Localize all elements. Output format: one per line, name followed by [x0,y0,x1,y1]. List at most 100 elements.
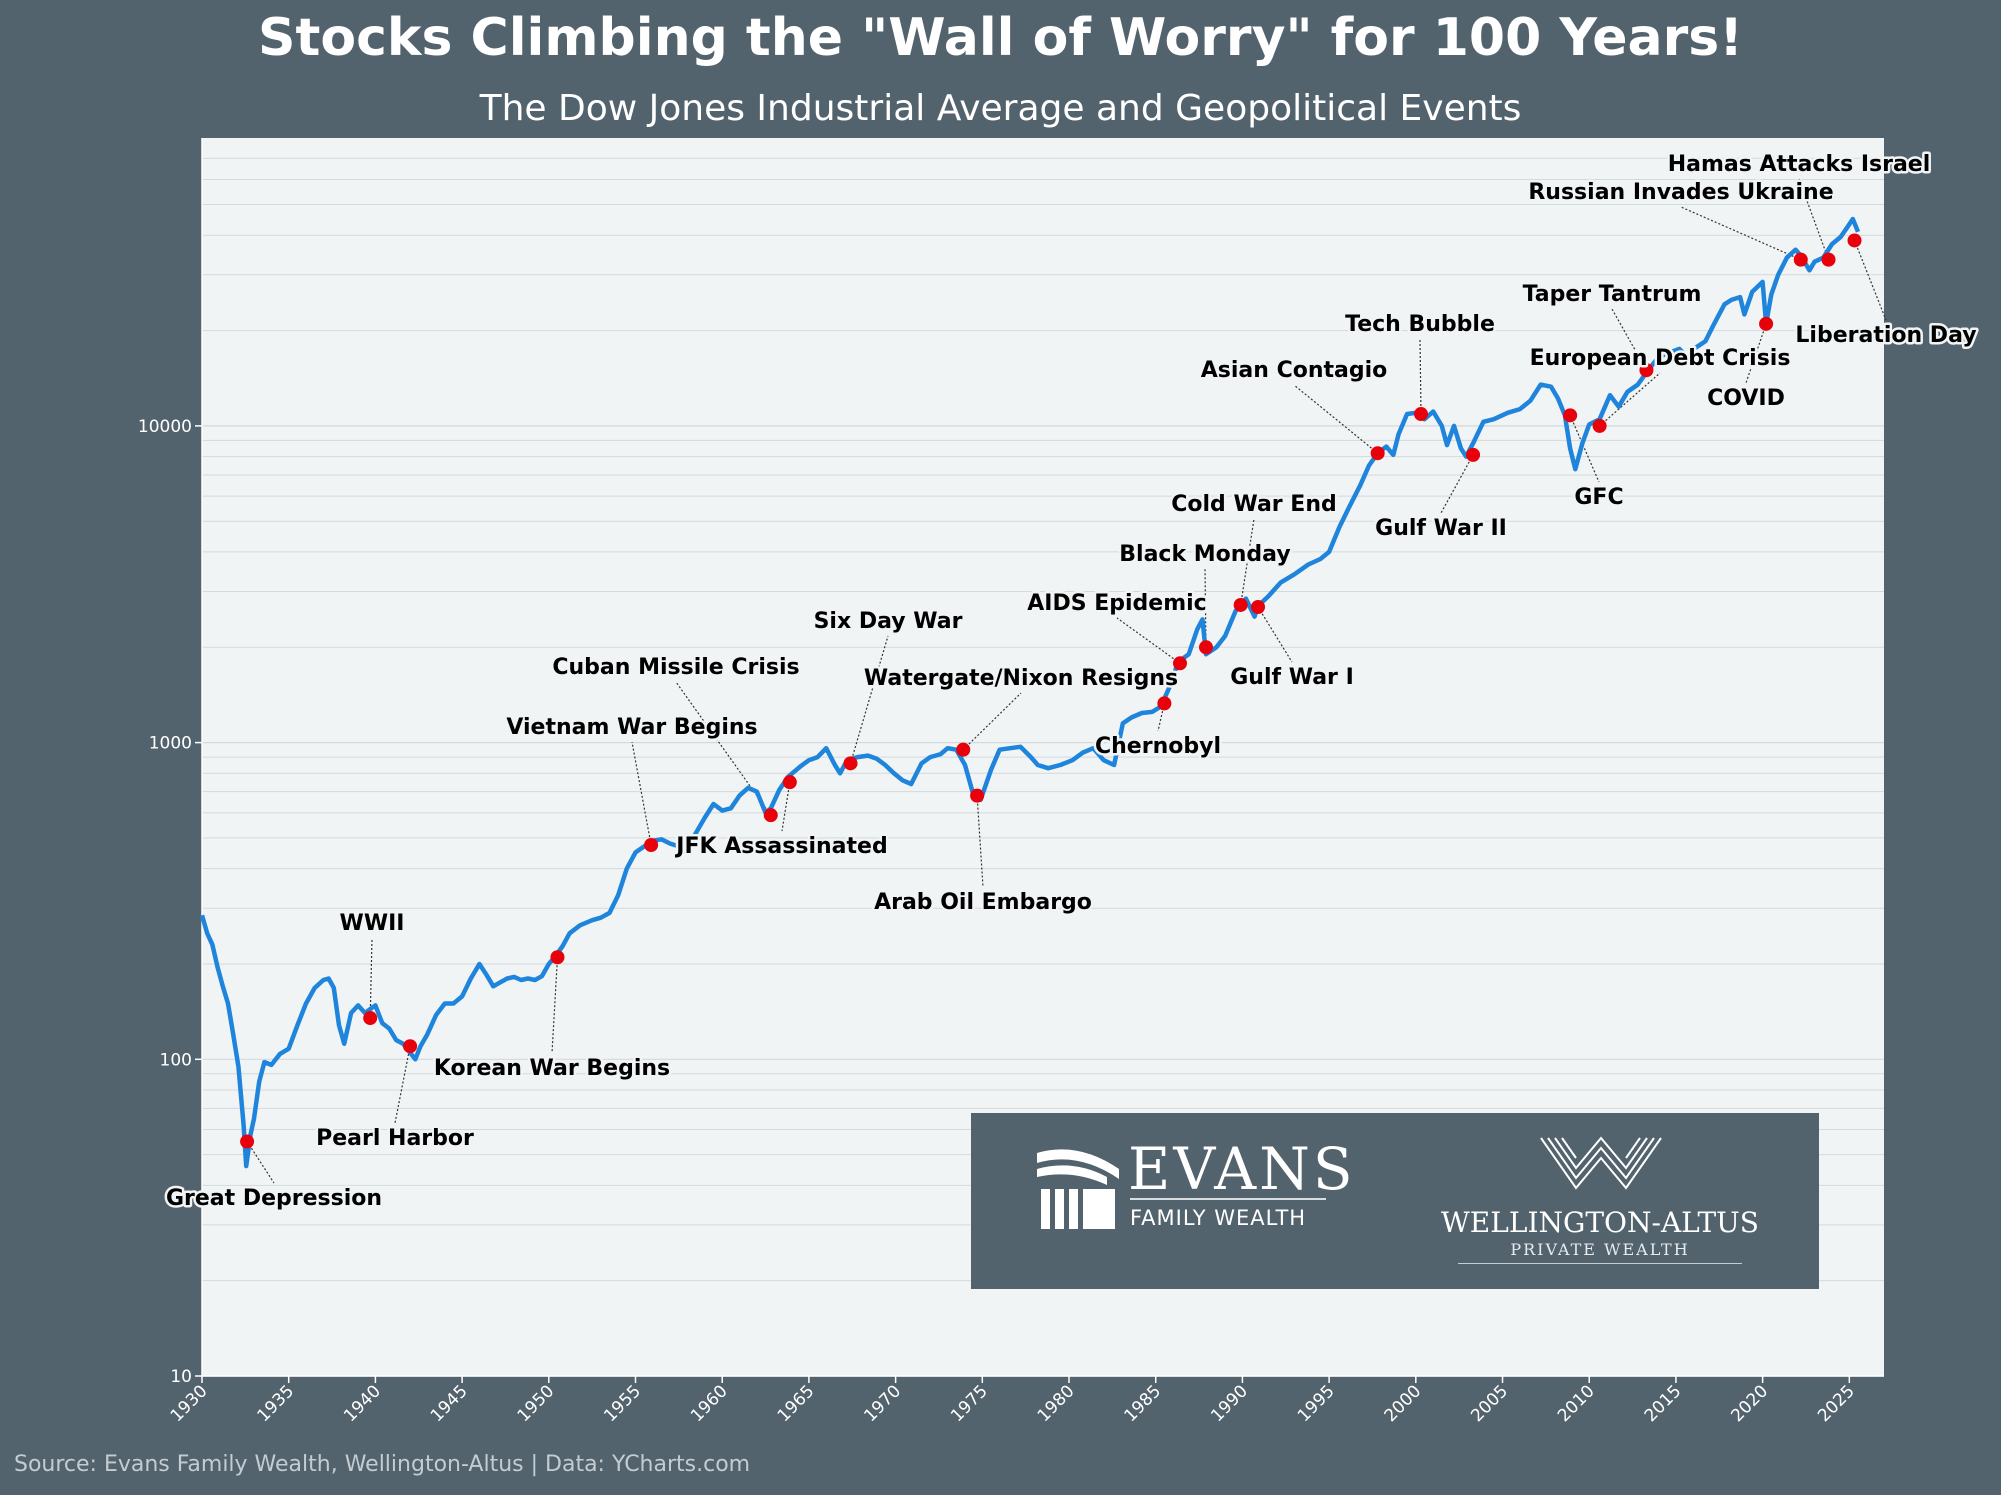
x-tick-label: 1980 [1034,1381,1079,1426]
event-marker [1592,418,1607,433]
event-marker [1759,316,1774,331]
event-label: JFK Assassinated [674,834,887,859]
event-label: Six Day War [814,609,963,634]
event-marker [1847,233,1862,248]
y-tick-label: 1000 [149,734,192,754]
event-marker [1639,363,1654,378]
event-leader-line [976,795,984,888]
wellington-logo-name: WELLINGTON-ALTUS [1441,1206,1759,1239]
event-marker [1251,600,1266,615]
x-tick-label: 1945 [427,1381,472,1426]
event-marker [363,1011,378,1026]
evans-logo-divider [1130,1198,1326,1200]
event-leader-line [1257,606,1293,663]
x-tick-label: 1935 [254,1381,299,1426]
event-leader-line [1599,372,1661,427]
event-leader-line [246,1141,275,1184]
wellington-logo-divider [1458,1263,1742,1264]
source-note: Source: Evans Family Wealth, Wellington-… [14,1452,751,1477]
event-marker [1793,252,1808,267]
evans-logo-name: EVANS [1128,1135,1356,1203]
leader-lines [246,178,1887,1184]
event-marker [1157,696,1172,711]
event-leader-line [1419,338,1422,415]
x-tick-label: 1940 [340,1381,385,1426]
x-tick-label: 2025 [1814,1381,1859,1426]
event-label: Black Monday [1119,542,1290,567]
event-label: Tech Bubble [1345,312,1495,337]
chevron-crest-logo-icon [1540,1136,1662,1190]
event-leader-line [394,1046,411,1124]
event-label: Chernobyl [1095,734,1221,759]
sponsor-logos [971,1113,1819,1289]
event-marker [403,1039,418,1054]
event-leader-line [1240,518,1255,606]
event-leader-line [1440,454,1474,514]
event-marker [1821,252,1836,267]
event-marker [956,742,971,757]
grid-lines [202,157,1884,1377]
event-marker [1414,407,1429,422]
y-tick-label: 10 [170,1367,192,1387]
chart-title: Stocks Climbing the "Wall of Worry" for … [258,8,1743,68]
event-leader-line [1745,323,1767,384]
y-tick-label: 100 [160,1050,192,1070]
event-leader-line [369,937,373,1019]
event-label: Cold War End [1171,492,1336,517]
event-marker [1172,656,1187,671]
event-leader-line [631,741,652,846]
event-label: Asian Contagio [1201,358,1388,383]
y-tick-label: 10000 [138,417,192,437]
event-marker [240,1134,255,1149]
event-marker [970,788,985,803]
event-marker [1233,597,1248,612]
event-markers [240,233,1862,1149]
event-leader-line [1680,206,1802,261]
x-tick-label: 1965 [774,1381,819,1426]
event-leader-line [962,692,1022,751]
x-tick-label: 1960 [687,1381,732,1426]
event-label: AIDS Epidemic [1027,591,1206,616]
event-leader-line [675,681,772,816]
wellington-logo-subtitle: PRIVATE WEALTH [1510,1240,1690,1259]
event-label: Vietnam War Begins [506,715,757,740]
event-leader-line [1569,415,1600,483]
event-marker [1370,446,1385,461]
x-tick-label: 2010 [1554,1381,1599,1426]
event-leader-line [1116,617,1181,664]
event-label: Watergate/Nixon Resigns [864,666,1178,691]
event-labels: Great Depression WWII Pearl Harbor Korean W… [163,150,1979,1214]
x-tick-label: 1930 [167,1381,212,1426]
event-leader-line [781,782,791,832]
event-leader-line [1293,384,1379,454]
event-label: Great Depression [166,1186,382,1211]
evans-logo-subtitle: FAMILY WEALTH [1130,1206,1307,1230]
x-tick-label: 2005 [1467,1381,1512,1426]
event-label: Taper Tantrum [1523,282,1702,307]
x-tick-label: 1985 [1121,1381,1166,1426]
event-marker [843,756,858,771]
event-label: Korean War Begins [434,1056,670,1081]
x-tick-label: 1990 [1207,1381,1252,1426]
x-tick-label: 1950 [514,1381,559,1426]
event-label: Liberation Day [1795,323,1976,348]
columns-logo-icon [1037,1149,1119,1229]
x-tick-label: 1975 [947,1381,992,1426]
event-label: Hamas Attacks Israel [1668,152,1931,177]
event-label: Gulf War II [1375,516,1507,541]
event-marker [1198,640,1213,655]
event-label: GFC [1574,485,1623,510]
event-label: WWII [340,911,405,936]
event-label: European Debt Crisis [1530,346,1791,371]
event-label: COVID [1707,386,1785,411]
chart-subtitle: The Dow Jones Industrial Average and Geo… [479,88,1522,129]
x-tick-label: 2015 [1641,1381,1686,1426]
event-marker [1466,447,1481,462]
event-label: Arab Oil Embargo [874,890,1092,915]
x-tick-label: 2020 [1727,1381,1772,1426]
x-tick-label: 1995 [1294,1381,1339,1426]
event-label: Cuban Missile Crisis [552,655,799,680]
event-label: Pearl Harbor [316,1126,474,1151]
event-label: Russian Invades Ukraine [1528,180,1833,205]
x-tick-label: 1955 [600,1381,645,1426]
